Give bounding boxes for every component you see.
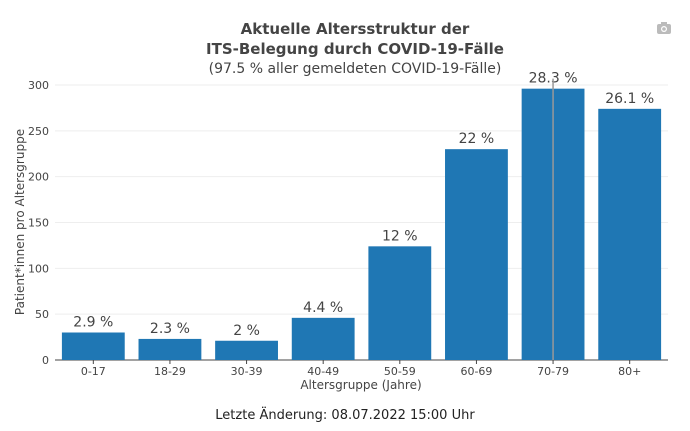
y-tick-label: 300 [28,79,49,92]
y-axis-label: Patient*innen pro Altersgruppe [13,129,27,315]
camera-icon[interactable] [657,22,671,34]
x-tick-label: 80+ [618,365,641,378]
data-label: 2 % [233,323,260,339]
x-tick-label: 0-17 [81,365,106,378]
bar-18-29[interactable] [138,338,202,360]
data-label: 4.4 % [303,300,343,316]
bar-80+[interactable] [598,108,662,360]
bar-60-69[interactable] [445,149,508,360]
x-axis-label: Altersgruppe (Jahre) [300,378,421,392]
chart-title-line-1: Aktuelle Altersstruktur der [241,20,470,38]
chart-title-line-2: ITS-Belegung durch COVID-19-Fälle [206,40,504,58]
y-tick-label: 50 [35,308,49,321]
data-label: 12 % [382,228,418,244]
data-label: 26.1 % [605,91,654,107]
data-label: 2.3 % [150,321,190,337]
y-tick-label: 0 [42,354,49,367]
y-tick-label: 100 [28,262,49,275]
y-tick-label: 200 [28,171,49,184]
last-updated: Letzte Änderung: 08.07.2022 15:00 Uhr [215,408,475,423]
x-tick-label: 30-39 [231,365,263,378]
x-tick-label: 18-29 [154,365,186,378]
bar-40-49[interactable] [291,317,355,360]
data-label: 2.9 % [73,315,113,331]
x-tick-label: 60-69 [460,365,492,378]
bar-50-59[interactable] [368,246,432,360]
bar-30-39[interactable] [215,340,278,360]
data-label: 22 % [459,131,495,147]
bar-chart: Aktuelle Altersstruktur der ITS-Belegung… [13,20,671,392]
bar-0-17[interactable] [61,332,125,361]
chart-subtitle: (97.5 % aller gemeldeten COVID-19-Fälle) [209,61,502,77]
y-tick-label: 150 [28,217,49,230]
y-tick-label: 250 [28,125,49,138]
x-tick-label: 70-79 [537,365,569,378]
x-tick-label: 40-49 [307,365,339,378]
x-tick-label: 50-59 [384,365,416,378]
